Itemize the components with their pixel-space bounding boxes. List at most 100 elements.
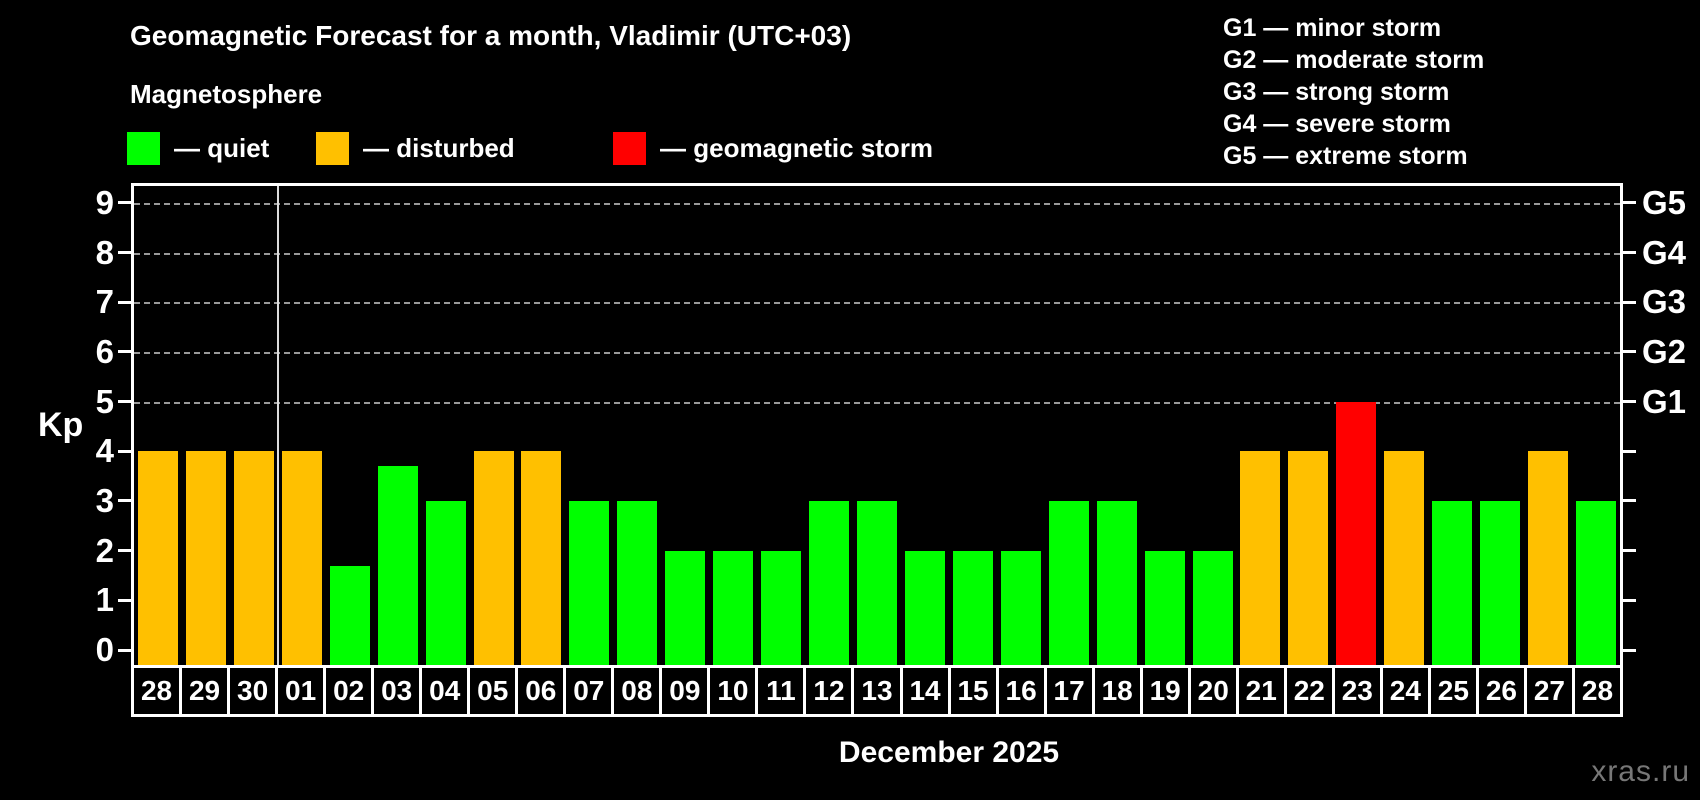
kp-axis-title: Kp	[38, 406, 84, 444]
date-cell-29: 27	[1523, 668, 1572, 714]
date-cell-6: 04	[419, 668, 467, 714]
date-cell-23: 21	[1235, 668, 1284, 714]
kp-tick-label-7: 7	[95, 283, 114, 321]
disturbed-swatch-icon	[316, 131, 349, 165]
kp-bar-30	[233, 451, 274, 665]
date-cell-24: 22	[1283, 668, 1332, 714]
kp-bar-09	[665, 550, 706, 665]
g-tick-label-G4: G4	[1642, 233, 1687, 271]
kp-tick-left-9	[118, 201, 131, 205]
date-cell-11: 09	[659, 668, 707, 714]
kp-tick-left-7	[118, 300, 131, 304]
date-cell-0: 28	[140, 675, 173, 706]
kp-tick-right-3	[1623, 499, 1636, 503]
kp-bar-04	[425, 500, 466, 665]
date-cell-4: 02	[323, 668, 371, 714]
kp-bar-01	[281, 451, 322, 665]
kp-bar-28	[137, 451, 178, 665]
kp-bar-23	[1336, 401, 1377, 665]
legend-label-disturbed: — disturbed	[363, 132, 515, 163]
g-tick-label-G5: G5	[1642, 183, 1687, 221]
date-cell-25: 23	[1331, 668, 1380, 714]
kp-bar-21	[1240, 451, 1281, 665]
kp-bar-18	[1096, 500, 1137, 665]
g-tick-label-G3: G3	[1642, 283, 1687, 321]
g-legend-line-g4: G4 — severe storm	[1223, 110, 1451, 138]
date-cell-30: 28	[1571, 668, 1620, 714]
date-cell-7: 05	[467, 668, 515, 714]
gridline-kp6	[134, 351, 1620, 354]
kp-bar-29	[185, 451, 226, 665]
kp-tick-label-5: 5	[95, 382, 114, 420]
g-legend-line-g1: G1 — minor storm	[1223, 14, 1442, 42]
date-cell-26: 24	[1379, 668, 1428, 714]
watermark: xras.ru	[1591, 755, 1690, 788]
date-cell-19: 17	[1043, 668, 1092, 714]
kp-bar-19	[1144, 550, 1185, 665]
legend-label-quiet: — quiet	[174, 132, 270, 163]
quiet-swatch-icon	[127, 131, 160, 165]
kp-tick-right-9	[1623, 201, 1636, 205]
kp-tick-left-6	[118, 350, 131, 354]
g-tick-label-G2: G2	[1642, 332, 1687, 370]
kp-bar-07	[569, 500, 610, 665]
g-legend-line-g3: G3 — strong storm	[1223, 78, 1450, 106]
kp-bar-15	[952, 550, 993, 665]
kp-bar-14	[904, 550, 945, 665]
kp-tick-label-0: 0	[95, 631, 114, 668]
kp-bar-20	[1192, 550, 1233, 665]
date-cell-13: 11	[755, 668, 803, 714]
date-cell-5: 03	[371, 668, 419, 714]
kp-tick-label-9: 9	[95, 183, 114, 221]
month-label: December 2025	[838, 736, 1060, 769]
date-cell-27: 25	[1427, 668, 1476, 714]
kp-tick-right-1	[1623, 598, 1636, 602]
plot-area	[131, 183, 1623, 668]
month-separator-line	[276, 186, 279, 665]
kp-tick-left-0	[118, 648, 131, 652]
kp-bar-12	[809, 500, 850, 665]
kp-bar-13	[857, 500, 897, 665]
gridline-kp5	[134, 401, 1620, 404]
kp-bar-10	[713, 550, 754, 665]
kp-bar-02	[329, 565, 370, 665]
date-cell-12: 10	[707, 668, 755, 714]
g-scale-legend: G1 — minor storm G2 — moderate storm G3 …	[1223, 12, 1484, 172]
kp-bar-26	[1480, 500, 1521, 665]
legend-item-quiet: — quiet	[127, 131, 269, 165]
date-cell-28: 26	[1475, 668, 1524, 714]
kp-tick-label-2: 2	[95, 531, 114, 569]
legend-item-disturbed: — disturbed	[316, 131, 515, 165]
kp-tick-right-2	[1623, 549, 1636, 553]
kp-tick-left-5	[118, 400, 131, 404]
kp-tick-left-1	[118, 598, 131, 602]
kp-tick-right-5	[1623, 400, 1636, 404]
legend-label-storm: — geomagnetic storm	[660, 132, 934, 163]
kp-bar-11	[761, 550, 802, 665]
date-axis-row: 28 29 30 01 02 03 04 05 06 07 08 09 10 11 12 13 14 15 16 17…	[131, 665, 1623, 717]
kp-bar-28	[1576, 500, 1617, 665]
page-title: Geomagnetic Forecast for a month, Vladim…	[130, 20, 852, 51]
kp-tick-right-4	[1623, 449, 1636, 453]
date-cell-22: 20	[1187, 668, 1236, 714]
storm-swatch-icon	[613, 131, 646, 165]
kp-tick-label-3: 3	[95, 481, 114, 519]
date-cell-17: 15	[947, 668, 996, 714]
date-cell-14: 12	[803, 668, 851, 714]
g-legend-line-g5: G5 — extreme storm	[1223, 142, 1468, 170]
kp-tick-right-6	[1623, 350, 1636, 354]
kp-bar-25	[1432, 500, 1473, 665]
gridline-kp9	[134, 202, 1620, 205]
chart-subtitle: Magnetosphere	[130, 79, 323, 109]
kp-tick-right-7	[1623, 300, 1636, 304]
date-cell-8: 06	[515, 668, 563, 714]
kp-bar-05	[473, 451, 514, 665]
kp-tick-label-1: 1	[95, 581, 114, 619]
g-legend-line-g2: G2 — moderate storm	[1223, 46, 1485, 74]
kp-tick-label-4: 4	[95, 432, 114, 470]
kp-tick-left-3	[118, 499, 131, 503]
kp-bar-03	[377, 466, 418, 665]
date-cell-21: 19	[1139, 668, 1188, 714]
kp-bar-08	[617, 500, 658, 665]
